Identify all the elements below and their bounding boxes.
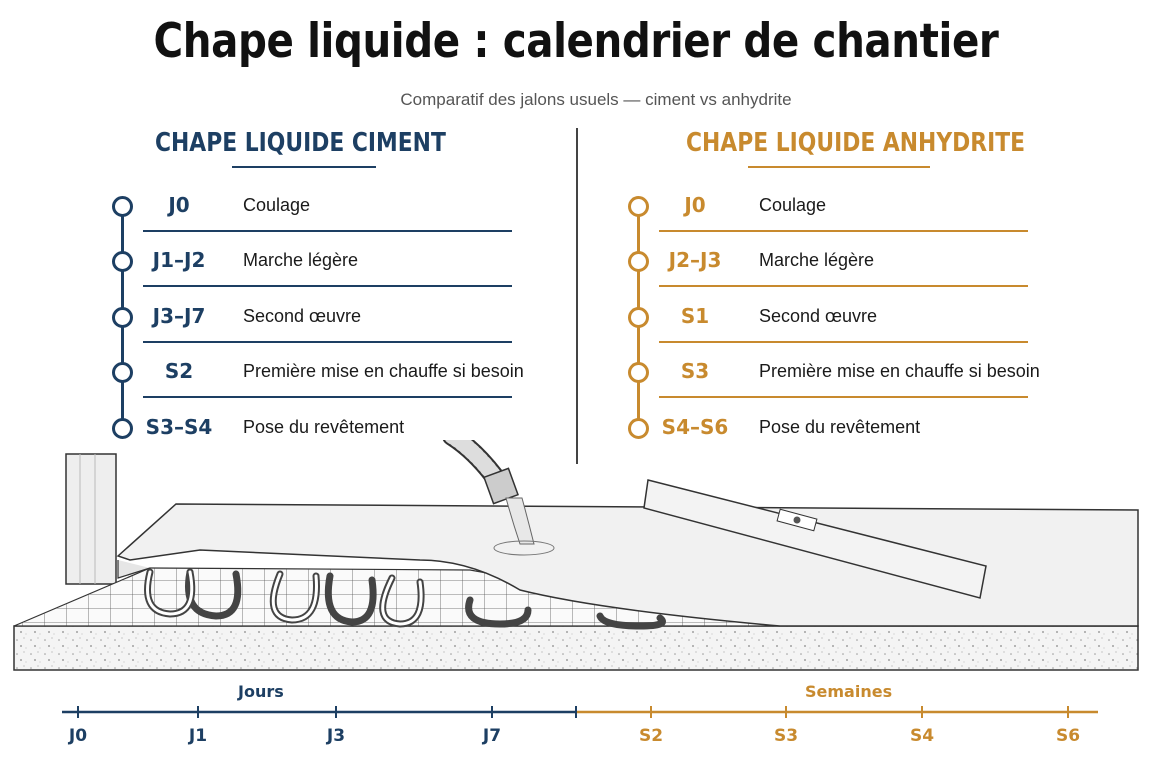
time-axis: [62, 706, 1098, 718]
anhydrite-heading-underline: [748, 166, 930, 168]
milestone-dot-icon: [628, 251, 649, 272]
milestone-rule: [143, 341, 512, 343]
screed-pour-illustration: [13, 440, 1139, 671]
axis-jours-label: Jours: [238, 682, 284, 701]
axis-tick-label: J7: [482, 726, 502, 746]
milestone-dot-icon: [628, 362, 649, 383]
milestone-code: S2: [164, 359, 194, 383]
milestone-rule: [659, 285, 1028, 287]
milestone-code: S3: [680, 359, 710, 383]
milestone-dot-icon: [112, 418, 133, 439]
milestone-label: Pose du revêtement: [759, 417, 921, 437]
screed-edge: [117, 560, 151, 579]
ciment-milestone: J3–J7 Second œuvre: [110, 303, 590, 343]
anhydrite-heading: CHAPE LIQUIDE ANHYDRITE: [686, 128, 1026, 158]
milestone-code: J1–J2: [152, 248, 206, 272]
axis-tick-label: S6: [1055, 726, 1081, 746]
milestone-code: J0: [684, 193, 706, 217]
milestone-dot-icon: [628, 307, 649, 328]
milestone-label: Première mise en chauffe si besoin: [243, 361, 524, 381]
milestone-code: J0: [168, 193, 190, 217]
milestone-rule: [143, 396, 512, 398]
axis-tick-label: S2: [638, 726, 664, 746]
page-subtitle: Comparatif des jalons usuels — ciment vs…: [400, 90, 792, 109]
ciment-heading-underline: [232, 166, 376, 168]
page-title: Chape liquide : calendrier de chantier: [153, 14, 999, 69]
milestone-rule: [143, 230, 512, 232]
milestone-code: J2–J3: [668, 248, 722, 272]
anhydrite-milestone: J2–J3 Marche légère: [626, 247, 1106, 287]
concrete-slab: [13, 625, 1139, 671]
milestone-rule: [659, 230, 1028, 232]
milestone-dot-icon: [112, 307, 133, 328]
ciment-milestone: S2 Première mise en chauffe si besoin: [110, 358, 590, 398]
milestone-code: S3–S4: [145, 415, 213, 439]
milestone-dot-icon: [112, 251, 133, 272]
milestone-rule: [143, 285, 512, 287]
anhydrite-milestone: S3 Première mise en chauffe si besoin: [626, 358, 1106, 398]
milestone-rule: [659, 396, 1028, 398]
axis-tick-label: J0: [68, 726, 88, 746]
milestone-label: Second œuvre: [243, 306, 362, 326]
axis-tick-label: J3: [326, 726, 346, 746]
milestone-label: Second œuvre: [759, 306, 878, 326]
axis-tick-label: S3: [773, 726, 799, 746]
wall: [65, 453, 117, 585]
milestone-label: Pose du revêtement: [243, 417, 405, 437]
milestone-label: Coulage: [759, 195, 827, 215]
column-divider: [576, 128, 578, 464]
milestone-rule: [659, 341, 1028, 343]
milestone-dot-icon: [112, 196, 133, 217]
axis-tick-label: J1: [188, 726, 208, 746]
anhydrite-timeline: J0 Coulage J2–J3 Marche légère S1 Second…: [626, 192, 1106, 442]
heating-pipes-highlight: [146, 570, 423, 626]
ciment-milestone: J0 Coulage: [110, 192, 590, 232]
axis-tick-label: S4: [909, 726, 935, 746]
pump-hose: [442, 440, 555, 556]
milestone-code: S1: [680, 304, 710, 328]
spirit-level: [643, 479, 987, 599]
ciment-heading: CHAPE LIQUIDE CIMENT: [155, 128, 446, 158]
milestone-dot-icon: [112, 362, 133, 383]
anhydrite-milestone: J0 Coulage: [626, 192, 1106, 232]
milestone-label: Première mise en chauffe si besoin: [759, 361, 1040, 381]
anhydrite-milestone: S4–S6 Pose du revêtement: [626, 414, 1106, 454]
milestone-code: S4–S6: [661, 415, 729, 439]
poured-screed: [116, 503, 1139, 627]
milestone-dot-icon: [628, 418, 649, 439]
milestone-code: J3–J7: [152, 304, 206, 328]
anhydrite-milestone: S1 Second œuvre: [626, 303, 1106, 343]
ciment-milestone: S3–S4 Pose du revêtement: [110, 414, 590, 454]
milestone-label: Coulage: [243, 195, 311, 215]
milestone-label: Marche légère: [759, 250, 875, 270]
ciment-timeline: J0 Coulage J1–J2 Marche légère J3–J7 Sec…: [110, 192, 590, 442]
ciment-milestone: J1–J2 Marche légère: [110, 247, 590, 287]
axis-semaines-label: Semaines: [805, 682, 893, 701]
milestone-label: Marche légère: [243, 250, 359, 270]
milestone-dot-icon: [628, 196, 649, 217]
